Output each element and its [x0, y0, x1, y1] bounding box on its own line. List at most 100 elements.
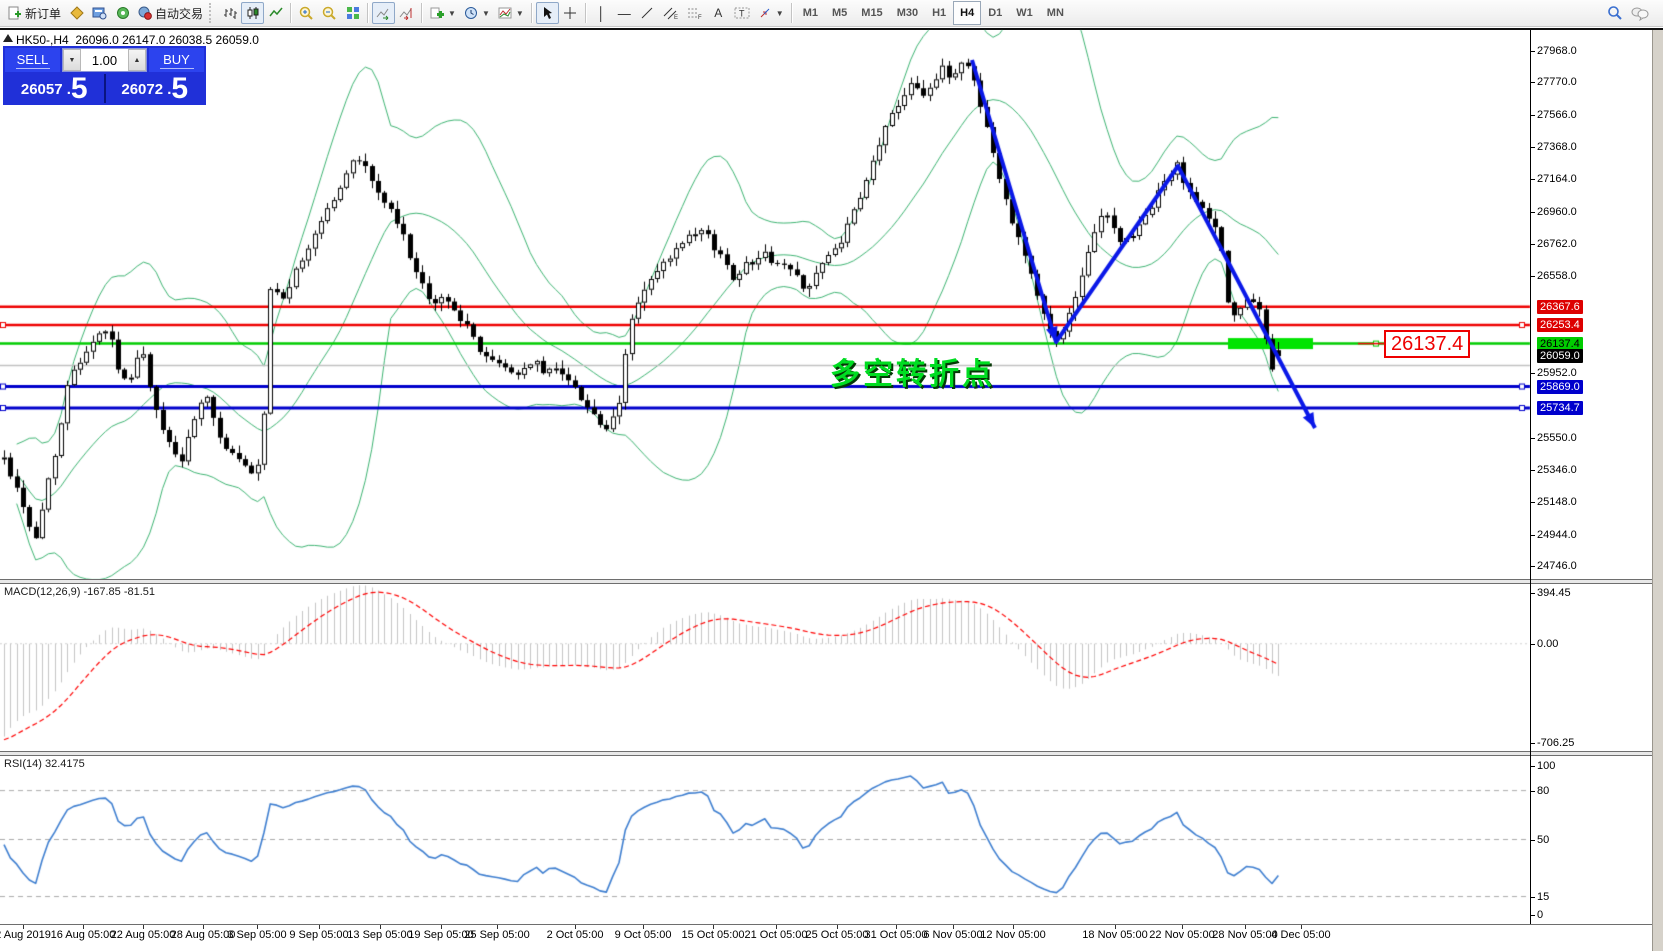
axis-tick-mark: [1530, 790, 1535, 792]
price-axis-tick: 27164.0: [1530, 172, 1577, 186]
price-level-label: 26059.0: [1537, 349, 1583, 364]
time-axis-tick: [1115, 925, 1116, 929]
time-axis-tick: [575, 925, 576, 929]
axis-tick-mark: [1530, 643, 1535, 645]
price-tag-label[interactable]: 26137.4: [1384, 330, 1471, 358]
buy-price[interactable]: 26072 .5: [105, 72, 204, 105]
axis-tick-mark: [1530, 146, 1535, 148]
price-axis-tick: 80: [1530, 784, 1549, 798]
rsi-indicator-label: RSI(14) 32.4175: [4, 758, 85, 770]
volume-stepper: ▼ 1.00 ▲: [62, 48, 147, 72]
axis-tick-mark: [1530, 839, 1535, 841]
sell-underline: [15, 67, 50, 69]
macd-indicator-label: MACD(12,26,9) -167.85 -81.51: [4, 586, 156, 598]
time-axis-tick: [837, 925, 838, 929]
one-click-trading-panel: SELL ▼ 1.00 ▲ BUY 26057 .5 26072 .5: [3, 46, 206, 105]
time-axis-label: 13 Sep 05:00: [347, 929, 413, 941]
time-axis-label: 28 Aug 05:00: [170, 929, 236, 941]
price-level-label: 26137.4: [1537, 336, 1583, 351]
price-axis-tick: 26558.0: [1530, 269, 1577, 283]
chart-title: HK50-,H4 26096.0 26147.0 26038.5 26059.0: [16, 33, 259, 47]
price-axis-tick: 394.45: [1530, 586, 1571, 600]
price-axis-tick: 0: [1530, 908, 1543, 922]
axis-tick-mark: [1530, 115, 1535, 117]
price-axis-tick: 0.00: [1530, 637, 1558, 651]
time-axis-tick: [83, 925, 84, 929]
time-axis-label: 9 Sep 05:00: [289, 929, 349, 941]
time-axis-label: 22 Nov 05:00: [1149, 929, 1215, 941]
axis-tick-mark: [1530, 179, 1535, 181]
volume-increase-button[interactable]: ▲: [128, 49, 146, 71]
sell-price-main: 26057 .: [20, 81, 71, 98]
axis-tick-mark: [1530, 915, 1535, 916]
time-axis-label: 22 Aug 05:00: [110, 929, 176, 941]
price-axis-tick: 25346.0: [1530, 463, 1577, 477]
time-axis-tick: [1301, 925, 1302, 929]
price-level-label: 25869.0: [1537, 379, 1583, 394]
time-axis-tick: [896, 925, 897, 929]
buy-button[interactable]: BUY: [149, 48, 204, 72]
axis-tick-mark: [1530, 276, 1535, 278]
price-axis-tick: 25952.0: [1530, 366, 1577, 380]
time-axis-tick: [1013, 925, 1014, 929]
time-axis-label: 12 Nov 05:00: [980, 929, 1046, 941]
time-axis-tick: [380, 925, 381, 929]
macd-panel-splitter[interactable]: [0, 579, 1663, 584]
time-axis-tick: [497, 925, 498, 929]
buy-price-main: 26072 .: [121, 81, 172, 98]
price-axis-tick: 27368.0: [1530, 140, 1577, 154]
time-axis-tick: [257, 925, 258, 929]
time-axis-tick: [1182, 925, 1183, 929]
chart-ohlc-values: 26096.0 26147.0 26038.5 26059.0: [75, 33, 259, 47]
price-axis-tick: -706.25: [1530, 736, 1574, 750]
sell-button[interactable]: SELL: [5, 48, 60, 72]
axis-tick-mark: [1530, 501, 1535, 503]
time-axis-label: 3 Sep 05:00: [227, 929, 287, 941]
sell-button-label: SELL: [16, 51, 49, 67]
price-axis-tick: 27770.0: [1530, 75, 1577, 89]
time-axis-tick: [23, 925, 24, 929]
price-axis-tick: 24746.0: [1530, 559, 1577, 573]
buy-price-big-digit: 5: [171, 72, 189, 105]
axis-tick-mark: [1530, 470, 1535, 472]
price-axis-tick: 27968.0: [1530, 44, 1577, 58]
price-level-label: 25734.7: [1537, 401, 1583, 416]
price-axis-tick: 25148.0: [1530, 495, 1577, 509]
sell-price-big-digit: 5: [70, 72, 88, 105]
volume-decrease-button[interactable]: ▼: [63, 49, 81, 71]
rsi-panel-splitter[interactable]: [0, 751, 1663, 756]
price-axis-tick: 50: [1530, 833, 1549, 847]
axis-tick-mark: [1530, 82, 1535, 84]
price-axis-tick: 26762.0: [1530, 237, 1577, 251]
time-axis-tick: [776, 925, 777, 929]
axis-tick-mark: [1530, 566, 1535, 568]
time-axis-tick: [713, 925, 714, 929]
axis-tick-mark: [1530, 373, 1535, 375]
time-axis-label: 19 Sep 05:00: [408, 929, 474, 941]
time-axis-tick: [643, 925, 644, 929]
chart-symbol-period: HK50-,H4: [16, 33, 69, 47]
axis-tick-mark: [1530, 534, 1535, 536]
time-axis-tick: [1245, 925, 1246, 929]
axis-tick-mark: [1530, 593, 1535, 594]
axis-tick-mark: [1530, 243, 1535, 245]
time-axis-label: 25 Sep 05:00: [464, 929, 530, 941]
time-axis-label: 6 Nov 05:00: [923, 929, 983, 941]
price-axis-border: [1530, 30, 1531, 924]
price-axis-tick: 25550.0: [1530, 431, 1577, 445]
one-click-collapse-icon[interactable]: [3, 34, 13, 42]
time-axis-label: 2 Aug 2019: [0, 929, 51, 941]
price-axis-tick: 15: [1530, 890, 1549, 904]
price-axis-tick: 24944.0: [1530, 528, 1577, 542]
axis-tick-mark: [1530, 743, 1535, 744]
volume-input[interactable]: 1.00: [81, 49, 128, 71]
axis-tick-mark: [1530, 211, 1535, 213]
time-axis-tick: [143, 925, 144, 929]
price-level-label: 26367.6: [1537, 299, 1583, 314]
time-axis-tick: [441, 925, 442, 929]
window-edge-strip: [1652, 30, 1663, 951]
time-axis-label: 9 Oct 05:00: [614, 929, 672, 941]
sell-price[interactable]: 26057 .5: [5, 72, 104, 105]
